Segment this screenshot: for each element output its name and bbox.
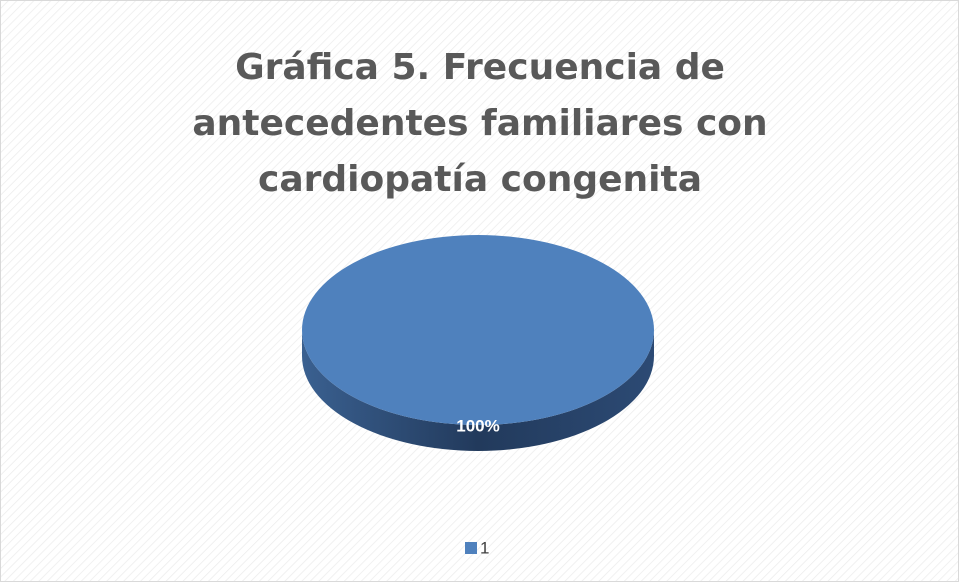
legend-swatch bbox=[465, 542, 477, 554]
pie-side bbox=[302, 330, 654, 451]
pie-slice bbox=[302, 235, 654, 425]
data-label: 100% bbox=[456, 416, 499, 435]
legend-label: 1 bbox=[480, 538, 489, 557]
chart-title: Gráfica 5. Frecuencia de antecedentes fa… bbox=[192, 47, 768, 200]
